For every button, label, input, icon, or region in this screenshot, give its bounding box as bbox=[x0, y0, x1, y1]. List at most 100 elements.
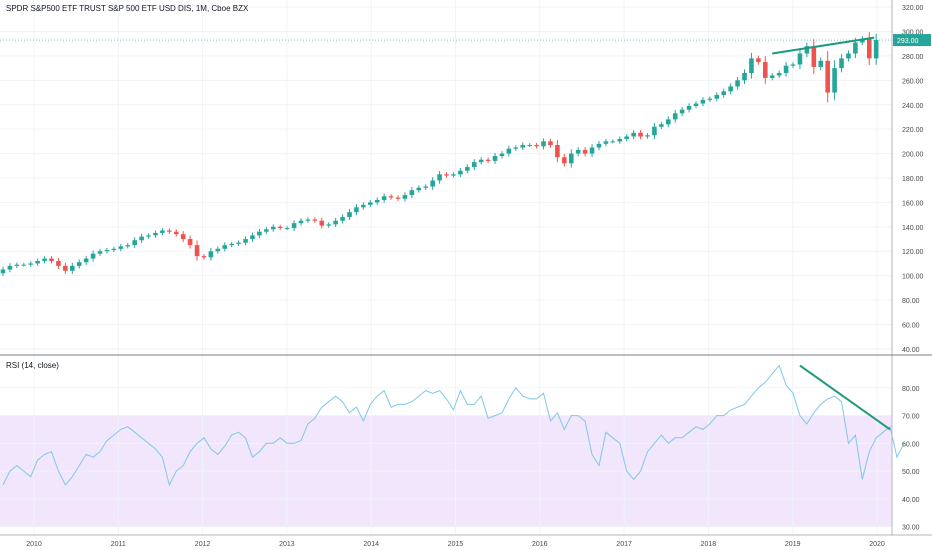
candle[interactable] bbox=[568, 153, 574, 164]
candle[interactable] bbox=[638, 132, 643, 137]
candle[interactable] bbox=[562, 157, 567, 164]
candle[interactable] bbox=[783, 65, 789, 74]
candle[interactable] bbox=[319, 220, 325, 226]
candle[interactable] bbox=[790, 64, 796, 66]
candle[interactable] bbox=[610, 141, 616, 143]
candle[interactable] bbox=[250, 235, 255, 240]
candle[interactable] bbox=[132, 240, 137, 246]
candle[interactable] bbox=[485, 159, 491, 161]
candle[interactable] bbox=[665, 119, 671, 125]
candle[interactable] bbox=[76, 262, 82, 266]
candle[interactable] bbox=[257, 231, 262, 236]
candle[interactable] bbox=[776, 73, 782, 76]
candle[interactable] bbox=[797, 53, 803, 65]
candle[interactable] bbox=[367, 202, 373, 205]
candle[interactable] bbox=[28, 263, 34, 265]
candle[interactable] bbox=[160, 230, 165, 233]
rsi-panel[interactable] bbox=[2, 364, 905, 487]
candle[interactable] bbox=[596, 143, 602, 148]
rsi-line[interactable] bbox=[2, 364, 905, 487]
candle[interactable] bbox=[347, 212, 352, 218]
candle[interactable] bbox=[139, 236, 144, 241]
candle[interactable] bbox=[603, 141, 609, 144]
rsi-indicator-label[interactable]: RSI (14, close) bbox=[6, 361, 59, 370]
candle[interactable] bbox=[277, 226, 283, 229]
candle[interactable] bbox=[194, 245, 200, 257]
candle[interactable] bbox=[763, 62, 768, 78]
candle[interactable] bbox=[541, 141, 546, 147]
candle[interactable] bbox=[506, 148, 512, 154]
candle[interactable] bbox=[555, 145, 560, 158]
candle[interactable] bbox=[825, 60, 830, 93]
candle[interactable] bbox=[860, 38, 865, 43]
candle[interactable] bbox=[104, 250, 110, 252]
candle[interactable] bbox=[534, 145, 539, 147]
candle[interactable] bbox=[167, 230, 172, 232]
candle[interactable] bbox=[284, 228, 290, 230]
candle[interactable] bbox=[354, 207, 359, 213]
rsi-trendline[interactable] bbox=[799, 364, 891, 431]
candle[interactable] bbox=[873, 40, 879, 59]
candle[interactable] bbox=[492, 156, 498, 161]
candle[interactable] bbox=[201, 256, 207, 258]
candle[interactable] bbox=[208, 251, 214, 258]
candle[interactable] bbox=[118, 246, 124, 249]
candle[interactable] bbox=[395, 197, 401, 199]
candle[interactable] bbox=[652, 126, 657, 136]
candle[interactable] bbox=[804, 46, 810, 54]
candle[interactable] bbox=[735, 80, 740, 87]
candle[interactable] bbox=[270, 226, 276, 230]
candle[interactable] bbox=[520, 145, 526, 148]
candle[interactable] bbox=[721, 91, 727, 95]
candle[interactable] bbox=[846, 53, 851, 59]
candle[interactable] bbox=[693, 103, 699, 106]
candle[interactable] bbox=[471, 162, 477, 168]
candle[interactable] bbox=[444, 174, 449, 176]
price-panel[interactable] bbox=[0, 32, 892, 276]
candle[interactable] bbox=[340, 217, 345, 221]
candle[interactable] bbox=[42, 258, 47, 262]
candle[interactable] bbox=[742, 73, 747, 81]
candle[interactable] bbox=[478, 159, 484, 163]
candle[interactable] bbox=[645, 135, 650, 137]
candle[interactable] bbox=[714, 94, 720, 99]
candle[interactable] bbox=[749, 58, 754, 74]
candle[interactable] bbox=[90, 253, 96, 259]
candle[interactable] bbox=[111, 248, 117, 251]
candle[interactable] bbox=[499, 153, 505, 157]
candle[interactable] bbox=[672, 113, 678, 120]
price-trendline[interactable] bbox=[772, 36, 875, 55]
candle[interactable] bbox=[811, 46, 817, 67]
candle[interactable] bbox=[83, 258, 89, 263]
candle[interactable] bbox=[125, 245, 131, 247]
candle[interactable] bbox=[631, 132, 636, 137]
candle[interactable] bbox=[423, 186, 429, 188]
candle[interactable] bbox=[548, 141, 553, 146]
candle[interactable] bbox=[333, 220, 338, 225]
candle[interactable] bbox=[659, 124, 664, 127]
candle[interactable] bbox=[21, 264, 27, 266]
candle[interactable] bbox=[679, 109, 685, 114]
candle[interactable] bbox=[832, 68, 837, 93]
candle[interactable] bbox=[853, 42, 858, 54]
candle[interactable] bbox=[222, 245, 228, 249]
candle[interactable] bbox=[818, 60, 824, 67]
candle[interactable] bbox=[374, 199, 380, 203]
candle[interactable] bbox=[451, 174, 456, 176]
candle[interactable] bbox=[589, 147, 595, 154]
candle[interactable] bbox=[187, 239, 193, 246]
candle[interactable] bbox=[769, 75, 775, 78]
candle[interactable] bbox=[0, 269, 6, 274]
candle[interactable] bbox=[700, 99, 706, 104]
candle[interactable] bbox=[707, 98, 713, 100]
candle[interactable] bbox=[326, 224, 332, 226]
candle[interactable] bbox=[7, 265, 13, 270]
candle[interactable] bbox=[56, 261, 61, 266]
candle[interactable] bbox=[229, 243, 234, 246]
candle[interactable] bbox=[97, 251, 103, 254]
candle[interactable] bbox=[236, 242, 241, 244]
candle[interactable] bbox=[291, 223, 297, 229]
candle[interactable] bbox=[381, 196, 387, 200]
candle[interactable] bbox=[388, 196, 394, 198]
